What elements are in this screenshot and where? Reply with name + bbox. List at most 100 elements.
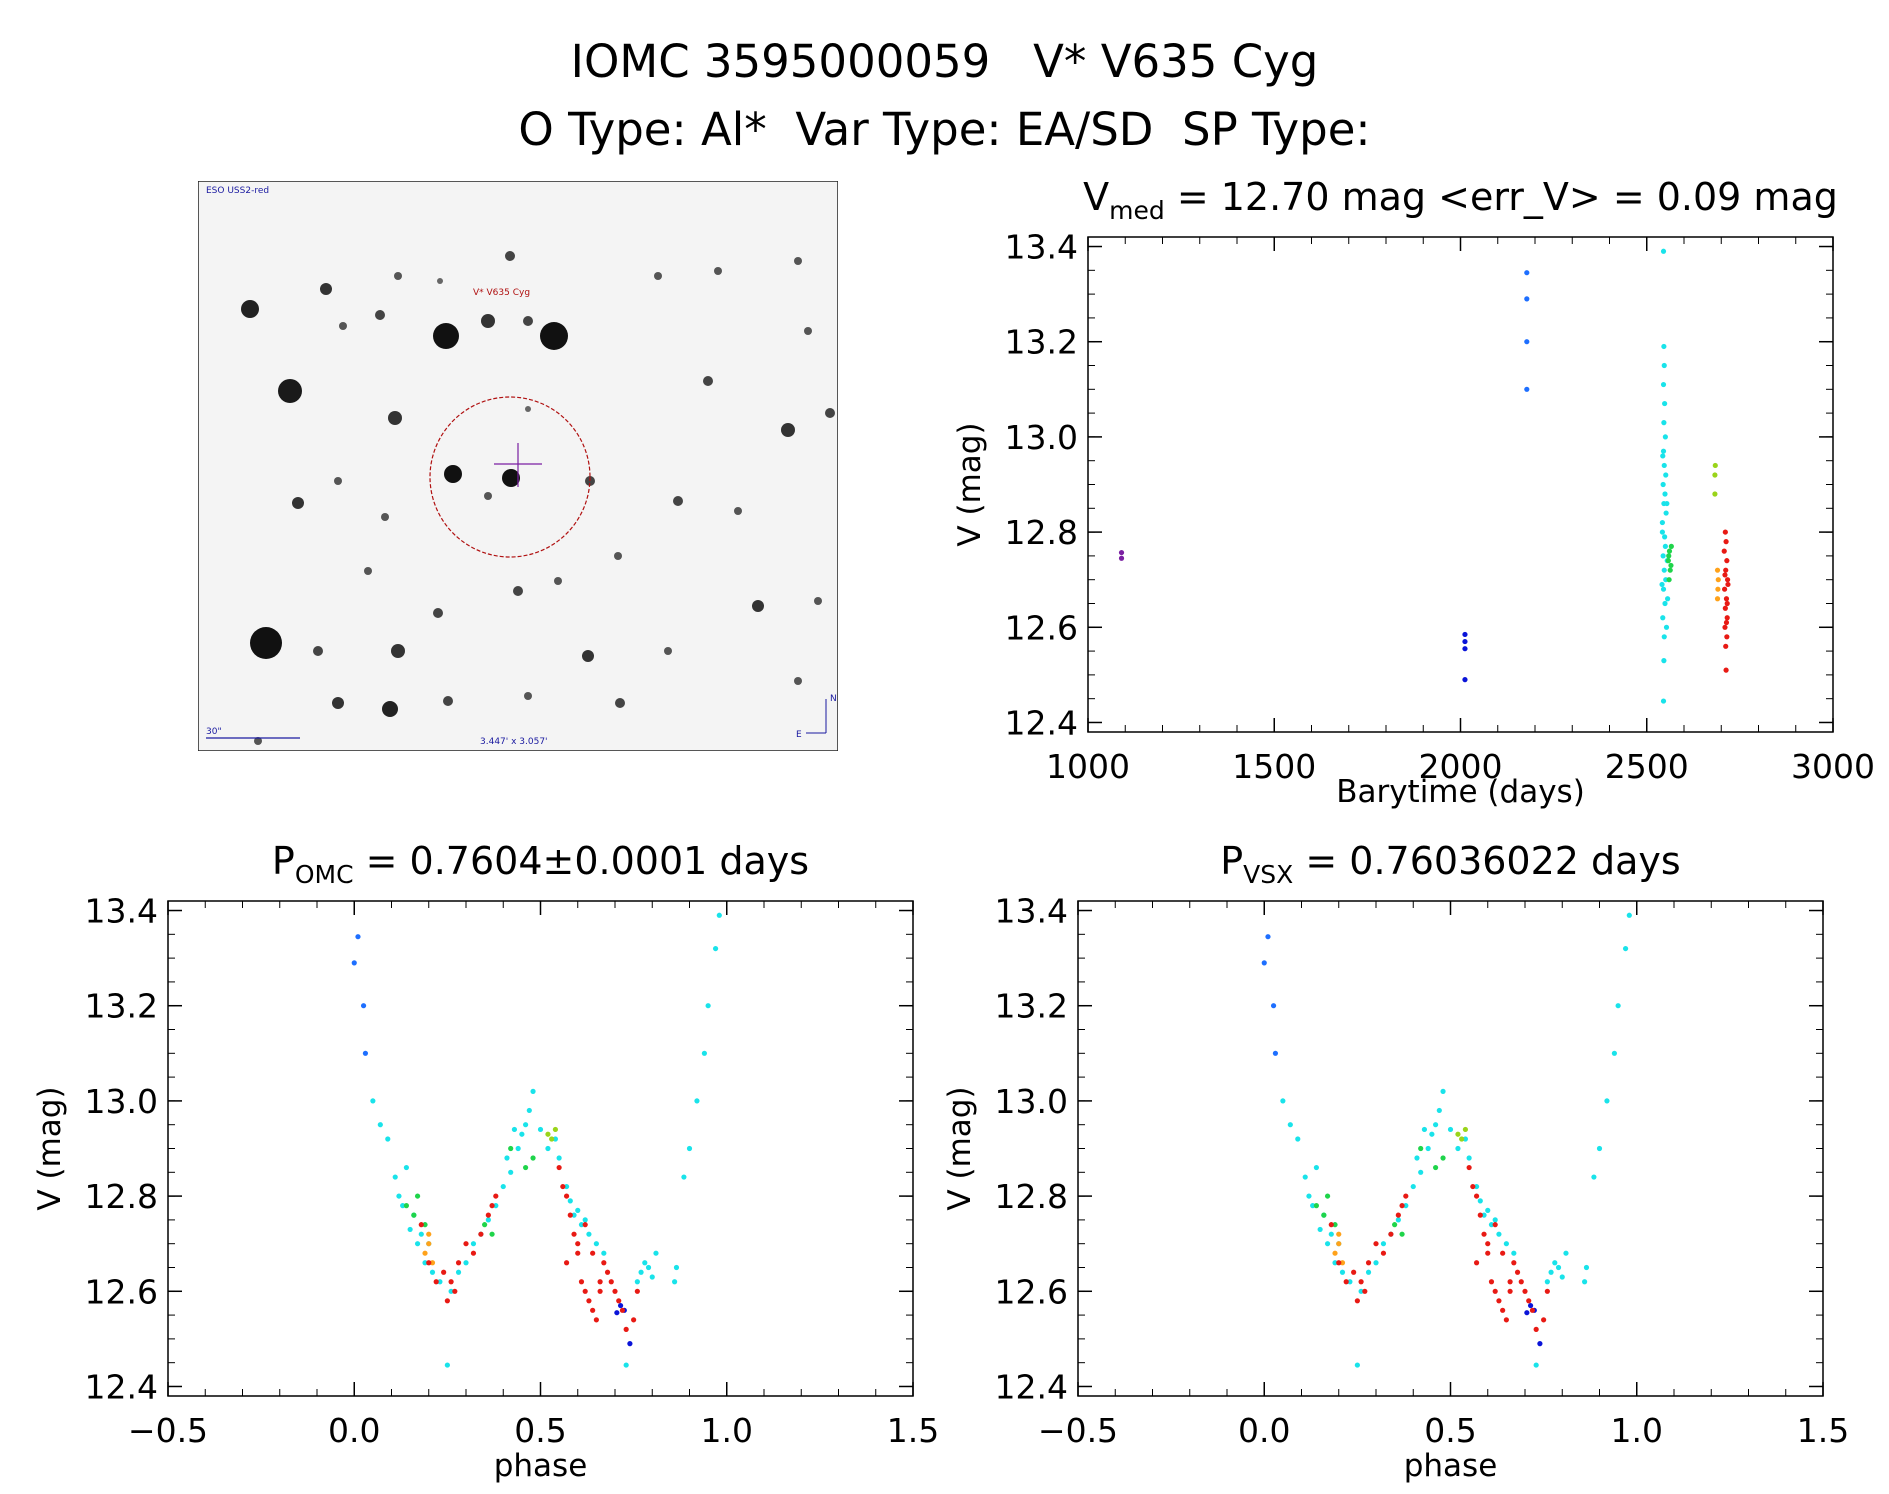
data-point-season-4 <box>1661 420 1667 426</box>
data-point-season-4 <box>1436 1107 1442 1114</box>
data-point-season-5 <box>414 1193 421 1199</box>
data-point-season-8 <box>478 1231 484 1237</box>
data-point-season-5 <box>1324 1193 1331 1199</box>
data-points <box>1261 912 1632 1368</box>
data-point-season-4 <box>552 1136 559 1142</box>
data-point-season-4 <box>1659 519 1665 526</box>
data-point-season-4 <box>673 1264 680 1271</box>
data-point-season-8 <box>455 1260 462 1266</box>
x-tick-label: 1.0 <box>701 1411 753 1450</box>
data-point-season-4 <box>1661 658 1667 664</box>
data-point-season-4 <box>1662 491 1668 497</box>
x-axis-label: phase <box>494 1448 588 1484</box>
data-point-season-4 <box>672 1279 678 1285</box>
target-label: V* V635 Cyg <box>473 288 530 298</box>
data-point-season-4 <box>1626 912 1632 918</box>
data-point-season-4 <box>1339 1269 1346 1275</box>
data-point-season-2 <box>1462 631 1468 638</box>
data-point-season-8 <box>556 1164 562 1171</box>
x-tick-label: 0.0 <box>1238 1411 1290 1450</box>
data-point-season-4 <box>1492 1217 1498 1223</box>
data-point-season-4 <box>1660 381 1667 388</box>
chart-title-subscript: OMC <box>295 860 354 889</box>
data-point-season-8 <box>418 1222 424 1228</box>
data-point-season-4 <box>504 1155 510 1161</box>
x-tick-label: −0.5 <box>1038 1411 1118 1450</box>
data-point-season-7 <box>426 1241 432 1247</box>
data-point-season-8 <box>1722 624 1728 630</box>
y-tick-label: 12.8 <box>995 1177 1068 1216</box>
data-point-season-8 <box>616 1298 622 1304</box>
data-point-season-8 <box>1511 1260 1517 1266</box>
data-point-season-6 <box>552 1126 559 1133</box>
y-tick-label: 12.6 <box>85 1272 158 1311</box>
target-star <box>502 469 520 487</box>
y-tick-label: 13.4 <box>995 892 1068 931</box>
x-tick-label: 1500 <box>1232 747 1316 786</box>
data-point-season-4 <box>1660 553 1666 559</box>
data-point-season-8 <box>567 1212 573 1218</box>
data-point-season-4 <box>1313 1164 1319 1171</box>
data-point-season-4 <box>575 1207 581 1213</box>
data-point-season-4 <box>716 912 722 918</box>
data-point-season-3 <box>355 934 361 940</box>
data-point-season-2 <box>617 1302 624 1309</box>
chart-title-symbol: P <box>272 839 295 883</box>
data-point-season-7 <box>1332 1250 1338 1256</box>
data-point-season-4 <box>593 1241 599 1247</box>
data-point-season-4 <box>400 1203 406 1209</box>
data-point-season-8 <box>1723 619 1730 626</box>
data-point-season-6 <box>549 1136 555 1142</box>
data-point-season-7 <box>1339 1260 1346 1266</box>
data-point-season-4 <box>1466 1155 1472 1161</box>
data-point-season-8 <box>485 1212 491 1218</box>
survey-label: ESO USS2-red <box>206 186 269 196</box>
data-point-season-4 <box>418 1231 424 1237</box>
data-point-season-8 <box>1477 1212 1483 1218</box>
data-point-season-8 <box>597 1279 603 1285</box>
data-point-season-8 <box>1518 1279 1524 1285</box>
data-point-season-5 <box>1440 1155 1446 1161</box>
data-point-season-4 <box>537 1126 544 1133</box>
data-point-season-4 <box>556 1155 562 1161</box>
data-point-season-3 <box>362 1050 369 1056</box>
data-point-season-5 <box>482 1222 488 1228</box>
data-point-season-7 <box>429 1260 436 1266</box>
data-point-season-7 <box>426 1231 432 1237</box>
chart-title: PVSX = 0.76036022 days <box>1220 839 1680 889</box>
data-point-season-5 <box>1418 1145 1424 1152</box>
data-point-season-8 <box>1725 581 1731 588</box>
data-point-season-3 <box>1272 1050 1279 1056</box>
data-point-season-4 <box>396 1193 402 1199</box>
data-point-season-3 <box>1524 386 1530 392</box>
data-point-season-8 <box>433 1279 439 1285</box>
data-point-season-4 <box>392 1174 398 1180</box>
data-point-season-4 <box>485 1217 491 1223</box>
data-point-season-8 <box>1533 1326 1539 1332</box>
data-point-season-4 <box>563 1183 570 1190</box>
data-point-season-5 <box>1668 562 1674 569</box>
data-point-season-8 <box>578 1279 585 1285</box>
data-point-season-4 <box>638 1269 644 1275</box>
data-point-season-8 <box>441 1269 447 1275</box>
data-point-season-8 <box>1722 586 1728 592</box>
data-point-season-4 <box>601 1250 607 1256</box>
data-point-season-8 <box>1722 605 1728 611</box>
data-point-season-8 <box>1724 600 1730 607</box>
data-point-season-4 <box>681 1174 687 1180</box>
data-point-season-4 <box>1659 529 1665 535</box>
data-point-season-7 <box>1714 567 1721 573</box>
compass-north-label: N <box>830 694 837 704</box>
chart-title: POMC = 0.7604±0.0001 days <box>272 839 809 889</box>
data-point-season-4 <box>1533 1362 1539 1368</box>
data-point-season-4 <box>642 1260 648 1266</box>
data-point-season-4 <box>686 1145 693 1152</box>
data-point-season-4 <box>1615 1003 1621 1009</box>
data-point-season-8 <box>612 1288 618 1294</box>
data-point-season-8 <box>1724 634 1730 640</box>
data-point-season-8 <box>1503 1317 1509 1323</box>
y-tick-label: 13.2 <box>85 987 158 1026</box>
star-field <box>241 251 835 745</box>
data-point-season-8 <box>1500 1307 1506 1313</box>
data-point-season-8 <box>1500 1250 1506 1256</box>
